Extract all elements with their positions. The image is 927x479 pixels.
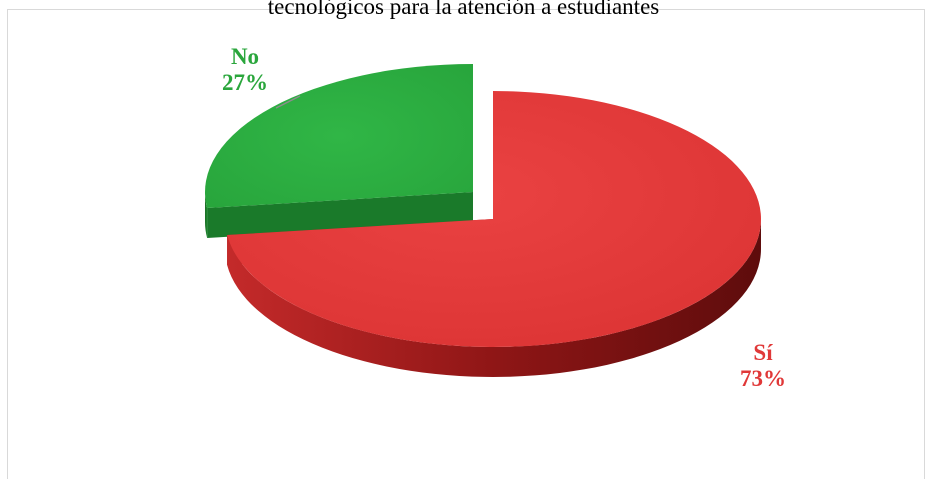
pie-slice-no-wall-0 [207,192,473,239]
slice-label-si: Sí 73% [727,340,799,392]
slice-label-no: No 27% [210,44,280,96]
no-leader-line [275,95,301,109]
chart-frame [7,9,925,479]
pie-slice-si-side [227,219,761,377]
pie-slice-si [227,91,761,347]
slice-label-si-value: 73% [740,366,786,391]
slice-label-no-value: 27% [222,70,268,95]
pie-slice-no [205,64,473,209]
pie-slice-no-side [205,192,208,239]
chart-title: tecnológicos para la atención a estudian… [267,0,660,19]
slice-label-si-name: Sí [753,340,773,365]
slice-label-no-name: No [230,44,260,69]
